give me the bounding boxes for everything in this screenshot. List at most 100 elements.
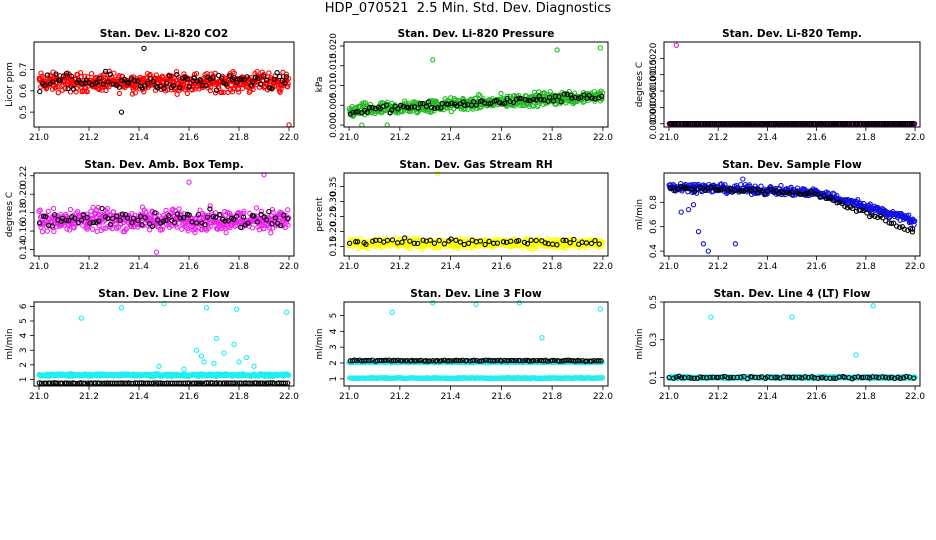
- data-point: [266, 208, 272, 215]
- data-point: [510, 99, 517, 106]
- data-point: [274, 70, 280, 76]
- data-point: [142, 215, 148, 221]
- data-point: [538, 96, 544, 103]
- data-point: [105, 215, 111, 222]
- x-tick-label: 21.8: [229, 133, 249, 143]
- x-tick-label: 21.4: [441, 392, 461, 402]
- x-tick-label: 21.8: [542, 392, 562, 402]
- data-point: [269, 86, 275, 92]
- data-point: [179, 226, 185, 232]
- x-tick-label: 21.8: [856, 262, 876, 272]
- data-point: [94, 79, 100, 85]
- data-point: [176, 206, 182, 212]
- x-tick-label: 21.4: [129, 262, 149, 272]
- data-point: [170, 82, 177, 89]
- data-point: [116, 90, 123, 97]
- data-point: [38, 224, 44, 230]
- data-point: [561, 91, 567, 97]
- data-point: [132, 90, 139, 96]
- data-point: [194, 78, 200, 84]
- data-point: [277, 89, 283, 95]
- y-tick-label: 4: [329, 328, 339, 334]
- x-tick-label: 21.0: [29, 133, 49, 143]
- x-tick-label: 22.0: [279, 133, 299, 143]
- data-point: [89, 226, 96, 232]
- data-series: [666, 303, 918, 382]
- y-tick-label: 0.14: [19, 239, 29, 259]
- data-point: [51, 228, 57, 235]
- x-tick-label: 21.4: [129, 133, 149, 143]
- data-point: [44, 228, 50, 234]
- data-point: [136, 86, 143, 92]
- data-point: [778, 121, 784, 127]
- data-point: [397, 102, 404, 109]
- data-point: [130, 215, 137, 222]
- data-point: [63, 70, 70, 77]
- data-point: [825, 121, 831, 127]
- x-tick-label: 21.2: [390, 392, 410, 402]
- data-point: [156, 212, 162, 219]
- data-point: [249, 79, 256, 85]
- data-point: [193, 70, 200, 77]
- x-tick-label: 21.0: [659, 392, 679, 402]
- data-point: [186, 212, 192, 218]
- data-point: [97, 75, 103, 82]
- data-point: [102, 75, 109, 82]
- outlier-point: [597, 45, 604, 51]
- data-point: [104, 205, 111, 212]
- x-tick-label: 22.0: [593, 392, 613, 402]
- data-point: [581, 92, 587, 98]
- data-point: [37, 207, 43, 213]
- data-point: [166, 73, 173, 79]
- data-point: [107, 71, 113, 77]
- y-tick-label: 0.0010: [649, 75, 659, 107]
- y-tick-label: 2: [329, 360, 339, 366]
- x-tick-label: 22.0: [905, 392, 925, 402]
- outlier-point: [181, 366, 187, 372]
- x-tick-label: 21.2: [390, 262, 410, 272]
- data-point: [102, 71, 108, 77]
- data-point: [270, 209, 276, 215]
- y-tick-label: 0.8: [649, 195, 659, 210]
- y-tick-label: 6: [19, 303, 29, 309]
- outlier-point: [430, 57, 436, 63]
- data-point: [163, 207, 169, 214]
- data-point: [110, 215, 116, 222]
- outlier-point: [141, 45, 147, 52]
- data-series: [36, 45, 292, 128]
- x-tick-label: 21.0: [659, 133, 679, 143]
- outlier-point: [211, 360, 217, 367]
- data-point: [720, 121, 727, 127]
- data-point: [163, 217, 169, 223]
- data-point: [249, 225, 256, 231]
- data-point: [230, 216, 237, 223]
- data-point: [42, 82, 48, 89]
- outlier-point: [678, 209, 684, 215]
- data-point: [451, 106, 457, 112]
- data-point: [223, 229, 229, 236]
- data-point: [846, 121, 853, 127]
- data-point: [266, 224, 273, 231]
- y-tick-label: 0.6: [19, 83, 29, 98]
- data-point: [68, 73, 75, 79]
- y-axis-label: degrees C: [5, 192, 15, 237]
- data-point: [225, 218, 231, 224]
- data-point: [184, 90, 190, 97]
- data-point: [599, 93, 605, 99]
- data-point: [50, 79, 56, 85]
- data-point: [123, 226, 129, 233]
- data-point: [276, 73, 283, 80]
- data-point: [746, 121, 753, 127]
- data-point: [250, 86, 256, 93]
- x-tick-label: 22.0: [593, 262, 613, 272]
- data-point: [272, 215, 279, 221]
- data-point: [572, 94, 578, 101]
- data-point: [73, 89, 79, 95]
- data-point: [150, 78, 157, 85]
- data-point: [38, 70, 44, 76]
- x-tick-label: 21.0: [29, 262, 49, 272]
- data-point: [283, 74, 290, 80]
- outlier-point: [516, 300, 522, 306]
- panel-title: Stan. Dev. Li-820 Pressure: [398, 28, 555, 40]
- data-point: [238, 224, 244, 231]
